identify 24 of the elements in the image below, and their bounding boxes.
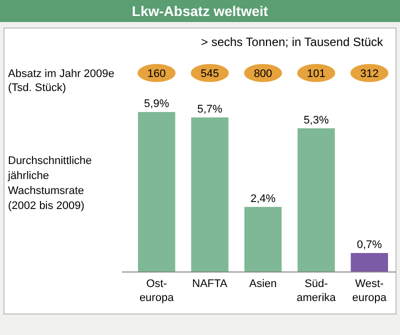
bar <box>244 206 282 272</box>
bar <box>350 253 388 272</box>
bar <box>298 128 335 272</box>
text: Absatz im Jahr 2009e (Tsd. Stück) <box>8 68 114 94</box>
bar <box>191 117 228 272</box>
x-tick-label: Ost- europa <box>139 278 175 304</box>
data-label: 5,3% <box>304 114 329 126</box>
data-label: 0,7% <box>356 239 382 252</box>
x-tick-label: Asien <box>249 278 277 290</box>
text: 545 <box>200 68 219 80</box>
x-tick-label: NAFTA <box>192 278 228 290</box>
text: 312 <box>360 68 379 80</box>
text: 101 <box>307 68 326 80</box>
data-label: 5,9% <box>144 98 170 110</box>
text: 800 <box>254 68 272 80</box>
x-tick-label: Süd- amerika <box>296 278 337 304</box>
data-label: 2,4% <box>250 192 276 205</box>
chart-title: Lkw-Absatz weltweit <box>132 3 268 19</box>
y-axis-title: Durchschnittliche jährliche Wachstumsrate (2002 bis 2009) <box>7 155 92 212</box>
data-label: 5,7% <box>197 103 223 116</box>
chart-subtitle: > sechs Tonnen; in Tausend Stück <box>200 35 384 49</box>
text: 160 <box>147 68 166 80</box>
bar <box>138 112 176 272</box>
x-tick-label: West- europa <box>352 278 388 304</box>
